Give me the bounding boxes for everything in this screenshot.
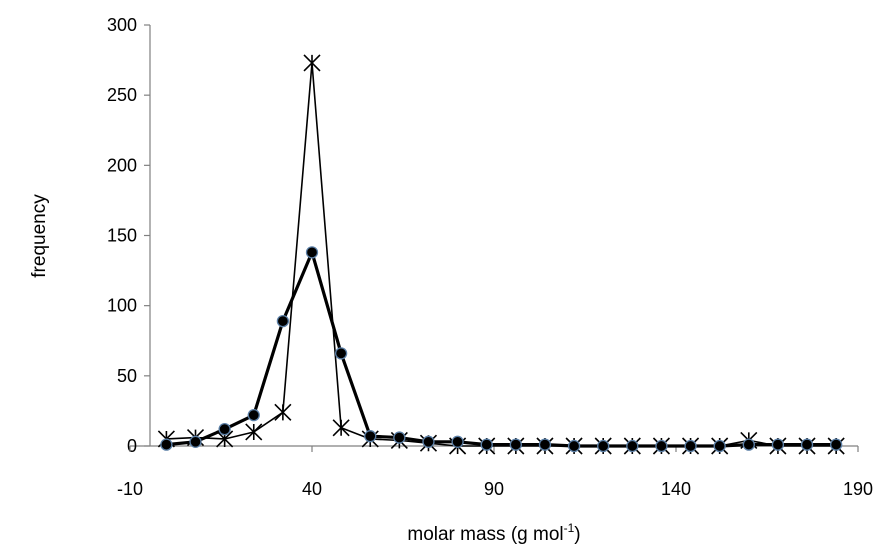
y-axis-ticks: 0 50 100 150 200 250 300 xyxy=(107,15,150,456)
y-tick-label: 300 xyxy=(107,15,137,35)
x-axis-ticks: -10 40 90 140 190 xyxy=(117,446,873,499)
data-point xyxy=(245,423,263,441)
y-tick-label: 50 xyxy=(117,366,137,386)
data-point xyxy=(422,435,435,448)
data-point xyxy=(305,246,319,259)
series-1-line xyxy=(166,62,837,447)
series-layer xyxy=(157,54,845,455)
data-point xyxy=(247,408,260,422)
data-point xyxy=(538,438,552,451)
data-point xyxy=(189,435,202,448)
data-point xyxy=(364,430,377,443)
y-axis-title: frequency xyxy=(29,194,50,278)
data-point xyxy=(771,438,785,451)
series-0 xyxy=(160,246,843,453)
data-point xyxy=(597,439,610,453)
data-point xyxy=(160,438,173,451)
data-point xyxy=(509,438,522,451)
series-0-line xyxy=(166,250,837,448)
y-tick-label: 0 xyxy=(127,436,137,456)
data-point xyxy=(655,439,668,453)
data-point xyxy=(684,439,697,453)
x-tick-label: 140 xyxy=(661,479,691,499)
data-point xyxy=(480,438,493,451)
axes xyxy=(130,25,858,447)
x-tick-label: 40 xyxy=(302,479,322,499)
data-point xyxy=(830,438,843,451)
x-axis-title: molar mass (g mol-1) xyxy=(407,521,580,545)
data-point xyxy=(218,423,231,436)
data-point xyxy=(626,439,639,453)
data-point xyxy=(567,439,581,453)
data-point xyxy=(451,435,464,448)
data-point xyxy=(274,403,292,421)
x-axis-title-main: molar mass (g mol xyxy=(407,524,563,545)
y-tick-label: 150 xyxy=(107,226,137,246)
y-tick-label: 200 xyxy=(107,155,137,175)
x-tick-label: 90 xyxy=(484,479,504,499)
x-axis-title-suffix: ) xyxy=(574,524,580,545)
data-point xyxy=(303,54,321,72)
data-point xyxy=(332,419,350,437)
y-tick-label: 100 xyxy=(107,296,137,316)
x-axis-title-superscript: -1 xyxy=(564,521,575,535)
data-point xyxy=(334,347,348,360)
data-point xyxy=(276,314,290,328)
y-tick-label: 250 xyxy=(107,85,137,105)
data-point xyxy=(393,431,406,444)
x-tick-label: 190 xyxy=(843,479,873,499)
data-point xyxy=(800,438,814,451)
data-point xyxy=(713,439,726,453)
data-point xyxy=(742,438,755,451)
x-tick-label: -10 xyxy=(117,479,143,499)
